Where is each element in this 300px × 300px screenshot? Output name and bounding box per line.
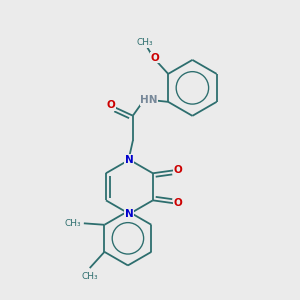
Text: N: N: [125, 209, 134, 219]
Text: CH₃: CH₃: [64, 219, 81, 228]
Text: N: N: [125, 155, 134, 165]
Text: CH₃: CH₃: [136, 38, 153, 47]
Text: O: O: [173, 198, 182, 208]
Text: O: O: [173, 165, 182, 175]
Text: O: O: [106, 100, 115, 110]
Text: O: O: [151, 53, 159, 63]
Text: CH₃: CH₃: [81, 272, 98, 281]
Text: HN: HN: [140, 95, 158, 105]
